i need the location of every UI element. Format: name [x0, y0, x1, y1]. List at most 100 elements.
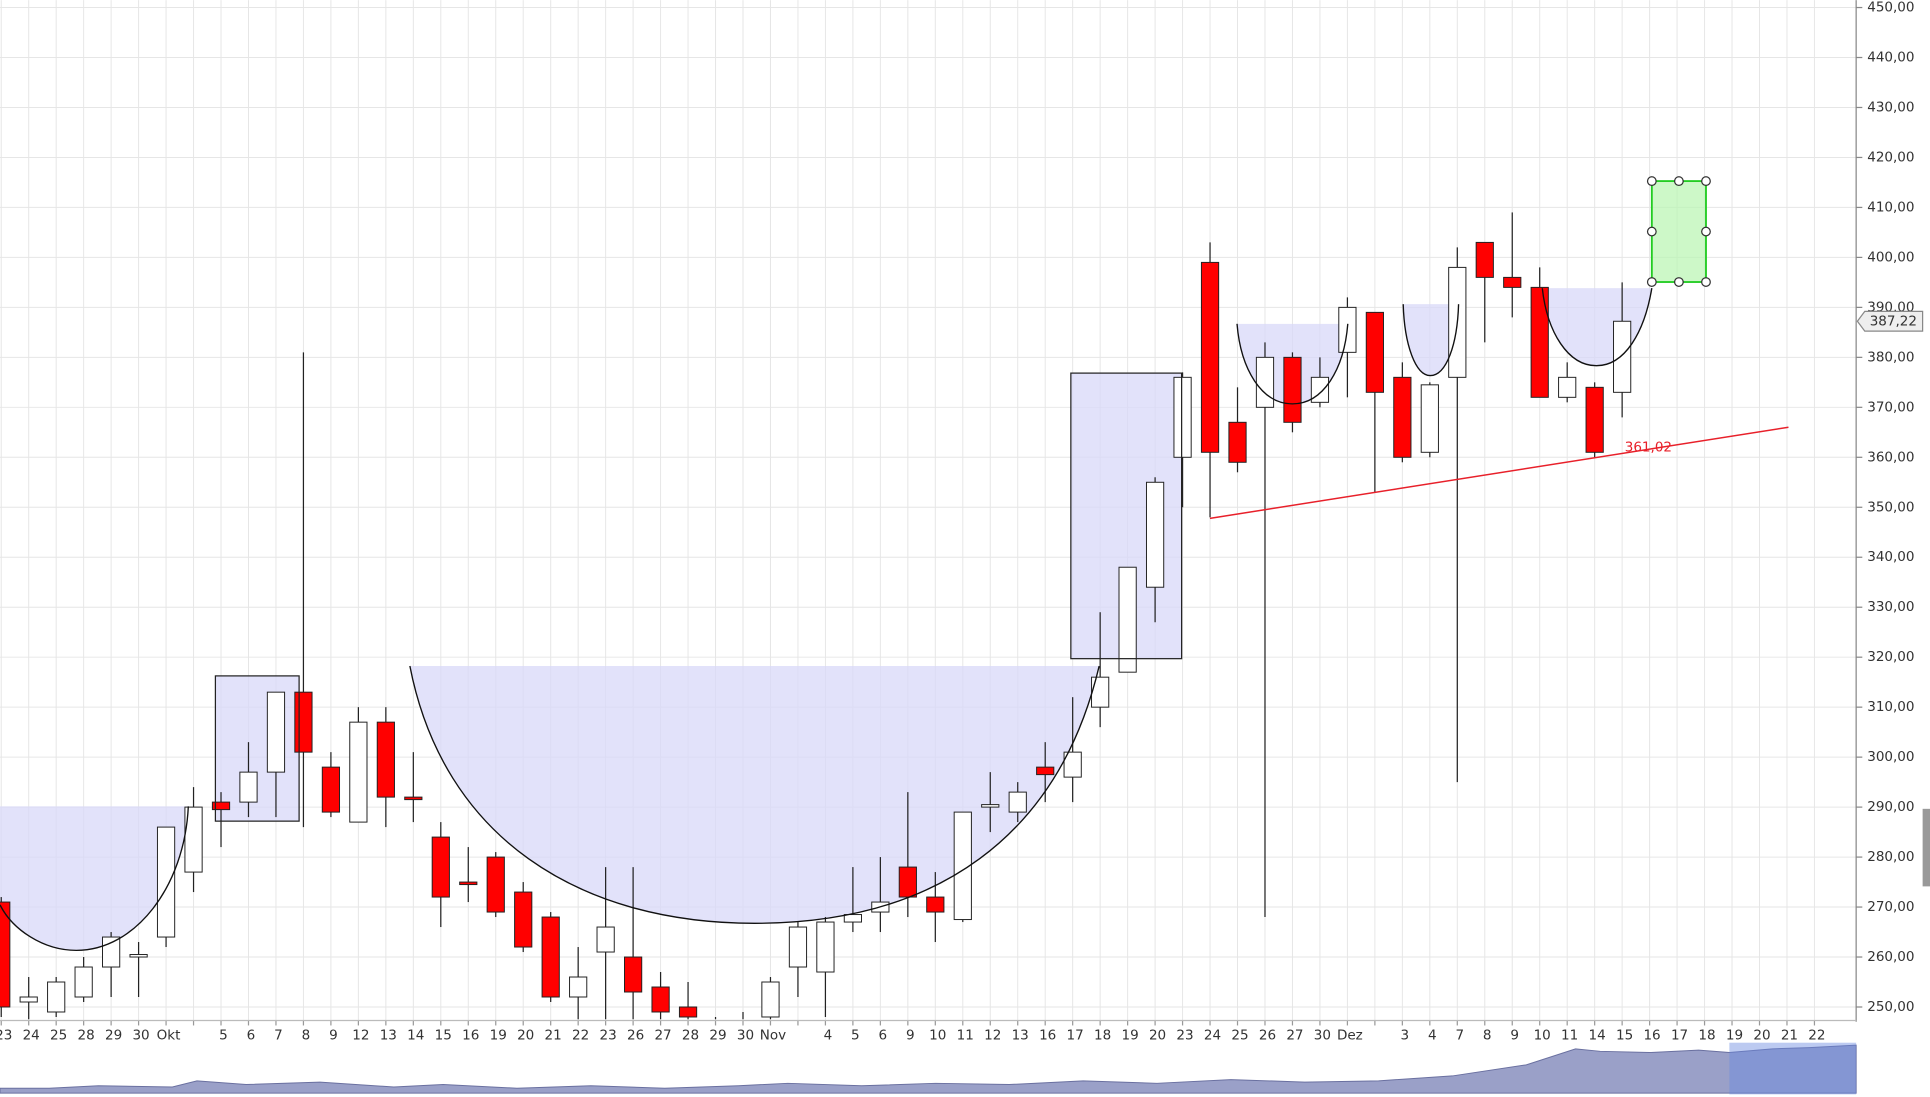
x-tick-label: 30	[737, 1027, 754, 1043]
x-tick-label: 9	[1510, 1027, 1519, 1043]
x-tick-label: 4	[1428, 1027, 1437, 1043]
candle-body	[1036, 766, 1055, 776]
x-tick-label: 19	[490, 1027, 507, 1043]
candle-body	[678, 1006, 698, 1018]
overview-window[interactable]	[1729, 1042, 1857, 1095]
x-tick-label: 5	[219, 1027, 228, 1043]
y-tick-label: 260,00	[1867, 949, 1914, 965]
candle-body	[321, 766, 341, 813]
candle-body	[266, 691, 286, 773]
trendline-label: 361,02	[1625, 439, 1672, 455]
candle-body	[184, 806, 203, 873]
y-tick-label: 280,00	[1867, 849, 1914, 865]
x-tick-label: 23	[1176, 1027, 1193, 1043]
y-tick-label: 360,00	[1867, 449, 1914, 465]
x-tick-label: Dez	[1337, 1027, 1363, 1043]
x-tick-label: 29	[105, 1027, 122, 1043]
x-tick-label: 19	[1121, 1027, 1138, 1043]
x-tick-label: 15	[1616, 1027, 1633, 1043]
x-tick-label: 9	[906, 1027, 915, 1043]
x-tick-label: 24	[23, 1027, 40, 1043]
x-tick-label: 20	[517, 1027, 534, 1043]
candle-body	[1091, 676, 1110, 708]
price-tag	[1856, 310, 1924, 332]
y-tick-label: 330,00	[1867, 599, 1914, 615]
x-tick-label: 8	[302, 1027, 311, 1043]
candle-body	[0, 901, 11, 1008]
y-tick-label: 420,00	[1867, 149, 1914, 165]
trendline	[1209, 426, 1789, 520]
candle-body	[651, 986, 670, 1013]
candle-body	[1365, 311, 1384, 393]
x-tick-label: 17	[1067, 1027, 1084, 1043]
volume-overview[interactable]	[0, 1041, 1857, 1096]
x-tick-label: 27	[1286, 1027, 1303, 1043]
y-tick-label: 440,00	[1867, 50, 1914, 66]
x-tick-label: 25	[50, 1027, 67, 1043]
x-tick-label: 10	[929, 1027, 946, 1043]
target-box[interactable]	[1650, 180, 1707, 283]
candle-body	[74, 966, 93, 998]
y-tick-label: 350,00	[1867, 499, 1914, 515]
scrollbar[interactable]	[1922, 808, 1930, 887]
candle-body	[294, 691, 313, 753]
candle-body	[156, 826, 176, 938]
cup-arc	[1236, 323, 1349, 405]
x-tick-label: 20	[1149, 1027, 1166, 1043]
candle-body	[1420, 384, 1439, 453]
x-tick-label: 17	[1671, 1027, 1688, 1043]
candle-body	[1283, 356, 1302, 423]
candle-body	[1613, 320, 1632, 393]
x-tick-label: 29	[709, 1027, 726, 1043]
candle-body	[1310, 376, 1330, 403]
x-tick-label: 10	[1534, 1027, 1551, 1043]
x-tick-label: 11	[1561, 1027, 1578, 1043]
candle-body	[1475, 241, 1494, 278]
range-box-border	[214, 675, 300, 822]
candle-body	[624, 956, 643, 993]
candle-body	[211, 801, 231, 811]
candle-body	[514, 891, 533, 948]
x-tick-label: 15	[435, 1027, 452, 1043]
candle-body	[1255, 356, 1275, 408]
candle-body	[47, 981, 66, 1013]
candle-body	[102, 936, 121, 968]
candle-body	[1118, 566, 1137, 673]
x-tick-label: 30	[1314, 1027, 1331, 1043]
cup-arc	[1402, 304, 1460, 377]
x-tick-label: 7	[1455, 1027, 1464, 1043]
x-tick-label: 11	[957, 1027, 974, 1043]
candle-body	[1393, 376, 1412, 458]
candle-body	[1558, 376, 1577, 398]
x-tick-label: 16	[1039, 1027, 1056, 1043]
candle-body	[1173, 376, 1192, 458]
candle-body	[761, 981, 780, 1018]
y-tick-label: 250,00	[1867, 999, 1914, 1015]
x-tick-label: 25	[1231, 1027, 1248, 1043]
cup-arc	[409, 665, 1100, 924]
x-tick-label: 22	[1808, 1027, 1825, 1043]
candle-body	[129, 954, 148, 958]
x-tick-label: 27	[654, 1027, 671, 1043]
candle-body	[1503, 276, 1522, 288]
candle-body	[1585, 386, 1604, 453]
candle-body	[1063, 751, 1082, 778]
candle-body	[569, 976, 588, 998]
cup-pattern	[409, 666, 1100, 924]
y-tick-label: 430,00	[1867, 99, 1914, 115]
candle-body	[898, 866, 917, 898]
x-tick-label: Nov	[760, 1027, 786, 1043]
y-tick-label: 450,00	[1867, 0, 1914, 16]
handles[interactable]	[1646, 176, 1711, 287]
x-tick-label: 23	[0, 1027, 12, 1043]
candle-body	[376, 721, 395, 798]
candle-body	[1008, 791, 1027, 813]
y-tick-label: 410,00	[1867, 199, 1914, 215]
y-tick-label: 380,00	[1867, 349, 1914, 365]
candle-body	[788, 926, 808, 968]
x-tick-label: 12	[352, 1027, 369, 1043]
x-tick-label: 12	[984, 1027, 1001, 1043]
candle-body	[1200, 261, 1220, 453]
x-tick-label: 23	[599, 1027, 616, 1043]
x-tick-label: 22	[572, 1027, 589, 1043]
